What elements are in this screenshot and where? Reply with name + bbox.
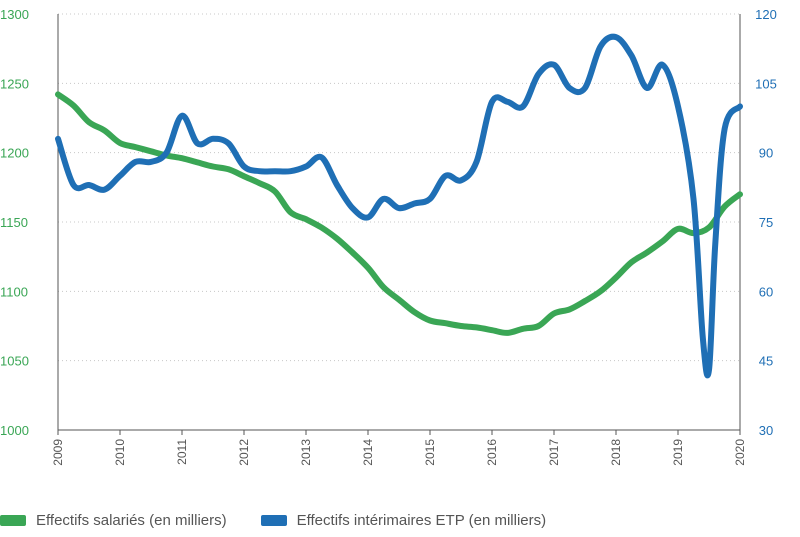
legend-item-interimaires: Effectifs intérimaires ETP (en milliers) [260,512,547,529]
tick-labels: 1000 1050 1100 1150 1200 1250 1300 30 45 60 75 90 10… [0,7,777,466]
gridlines [58,13,740,362]
y-right-tick-label: 105 [755,76,777,91]
y-left-tick-label: 1200 [0,146,29,161]
y-right-tick-label: 60 [759,284,773,299]
y-right-tick-label: 45 [759,354,773,369]
x-tick-label: 2012 [237,439,251,466]
x-tick-label: 2011 [175,439,189,465]
y-right-tick-label: 75 [759,215,773,230]
y-left-tick-label: 1050 [0,354,29,369]
legend-swatch-blue [260,515,287,526]
x-tick-label: 2015 [423,439,437,466]
legend-label-interimaires: Effectifs intérimaires ETP (en milliers) [296,512,547,529]
series-line-salaries [55,91,743,336]
x-tick-label: 2010 [113,439,127,466]
y-left-tick-label: 1250 [0,76,29,91]
y-right-tick-label: 120 [755,7,777,22]
x-tick-label: 2018 [609,439,623,466]
y-right-tick-label: 90 [759,146,773,161]
y-left-tick-label: 1300 [0,7,29,22]
y-right-tick-label: 30 [759,423,773,438]
y-left-tick-label: 1100 [0,284,28,299]
legend-label-salaries: Effectifs salariés (en milliers) [36,512,227,529]
series-line-interimaires [55,33,743,379]
legend-swatch-green [0,515,26,526]
x-tick-label: 2014 [361,439,375,466]
y-left-tick-label: 1150 [0,215,28,230]
legend: Effectifs salariés (en milliers) Effecti… [0,512,580,529]
x-tick-label: 2009 [51,439,65,466]
legend-item-salaries: Effectifs salariés (en milliers) [0,512,227,529]
x-tick-label: 2016 [485,439,499,466]
x-tick-label: 2017 [547,439,561,466]
series-lines [55,33,743,379]
y-left-tick-label: 1000 [0,423,29,438]
x-tick-label: 2013 [299,439,313,466]
axes [57,14,741,435]
x-tick-label: 2019 [671,439,685,466]
x-tick-label: 2020 [733,439,747,466]
